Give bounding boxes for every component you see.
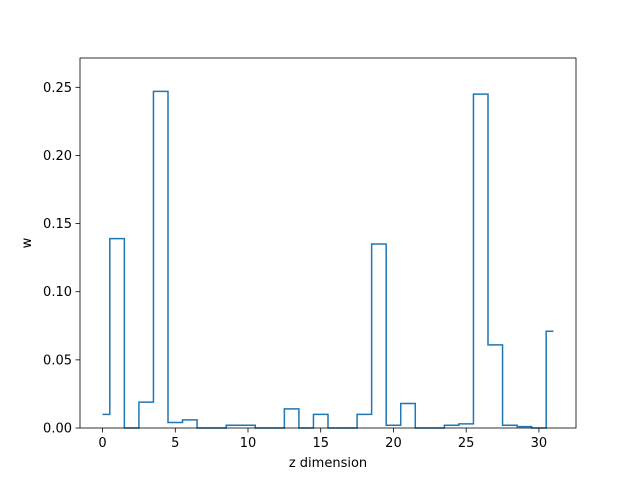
plot-area: [80, 58, 576, 428]
y-tick-label: 0.25: [43, 81, 72, 96]
axes-frame: [79, 57, 577, 429]
x-tick-label: 15: [312, 436, 329, 451]
x-tick-label: 0: [98, 436, 106, 451]
y-tick-label: 0.05: [43, 353, 72, 368]
x-tick-label: 30: [531, 436, 548, 451]
x-tick-label: 25: [458, 436, 475, 451]
x-tick-label: 20: [385, 436, 402, 451]
y-tick-label: 0.10: [43, 285, 72, 300]
x-tick-label: 5: [171, 436, 179, 451]
x-tick-label: 10: [240, 436, 257, 451]
y-axis-label: w: [20, 237, 35, 248]
y-tick-label: 0.20: [43, 149, 72, 164]
tick-layer: 0 5 10 15 20 25 30 0.00 0.05 0.10 0.15 0.20 0.25: [43, 81, 547, 451]
x-axis-label: z dimension: [289, 456, 367, 471]
y-tick-label: 0.00: [43, 422, 72, 437]
y-tick-label: 0.15: [43, 217, 72, 232]
